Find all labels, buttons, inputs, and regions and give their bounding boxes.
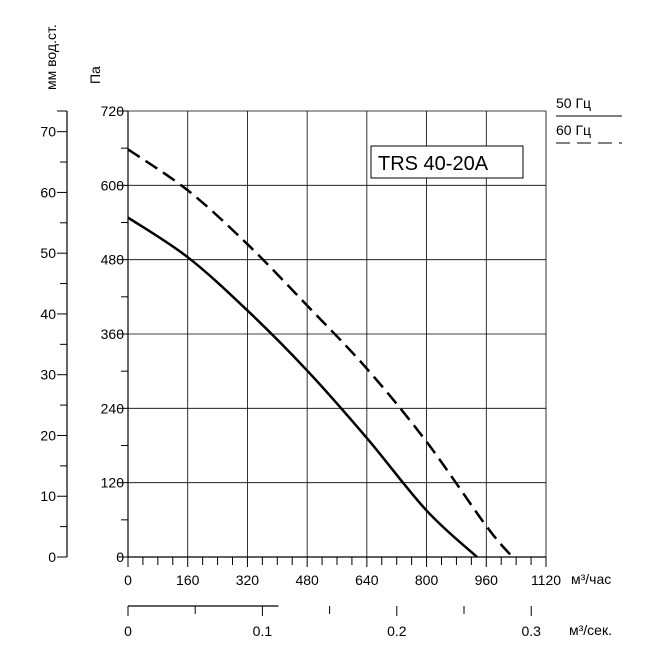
series-line-50hz (127, 216, 478, 558)
curves (127, 148, 514, 558)
y2-tick-label: 0 (48, 549, 56, 565)
y-axis-unit-label: Па (87, 66, 103, 84)
y2-tick-label: 50 (40, 245, 56, 261)
x2-tick-label: 0.3 (521, 623, 541, 639)
y-tick-label: 360 (101, 326, 125, 342)
y-tick-label: 480 (101, 252, 125, 268)
axes (57, 110, 547, 616)
x-tick-label: 320 (236, 572, 260, 588)
x2-tick-label: 0.2 (387, 623, 407, 639)
x-tick-label: 1120 (531, 572, 561, 588)
legend: 50 Гц 60 Гц (556, 95, 622, 144)
series-line-60hz (127, 148, 514, 558)
y-tick-label: 120 (101, 475, 125, 491)
y2-tick-label: 60 (40, 184, 56, 200)
x-tick-label: 0 (124, 572, 132, 588)
y-tick-label: 600 (101, 177, 125, 193)
grid (128, 110, 547, 557)
y2-tick-label: 40 (40, 306, 56, 322)
x-tick-label: 640 (355, 572, 379, 588)
y2-tick-label: 10 (40, 488, 56, 504)
y2-axis-unit-label: мм вод.ст. (43, 24, 59, 90)
legend-label-50hz: 50 Гц (556, 95, 591, 111)
x-tick-label: 960 (475, 572, 499, 588)
y-tick-label: 240 (101, 400, 125, 416)
y2-tick-label: 20 (40, 427, 56, 443)
y-tick-label: 0 (116, 549, 124, 565)
y-tick-label: 720 (101, 103, 125, 119)
y2-tick-label: 70 (40, 124, 56, 140)
labels: 0 160 320 480 640 800 960 112001202403604806007… (40, 103, 561, 639)
x-tick-label: 800 (415, 572, 439, 588)
x-tick-label: 480 (295, 572, 319, 588)
y2-tick-label: 30 (40, 367, 56, 383)
model-label-box: TRS 40-20A (370, 145, 524, 179)
x-tick-label: 160 (176, 572, 200, 588)
x-axis-unit-label: м³/час (571, 571, 611, 587)
x2-tick-label: 0.1 (253, 623, 273, 639)
legend-label-60hz: 60 Гц (556, 122, 591, 138)
x2-tick-label: 0 (124, 623, 132, 639)
model-label: TRS 40-20A (378, 153, 489, 175)
x2-axis-unit-label: м³/сек. (569, 622, 612, 638)
